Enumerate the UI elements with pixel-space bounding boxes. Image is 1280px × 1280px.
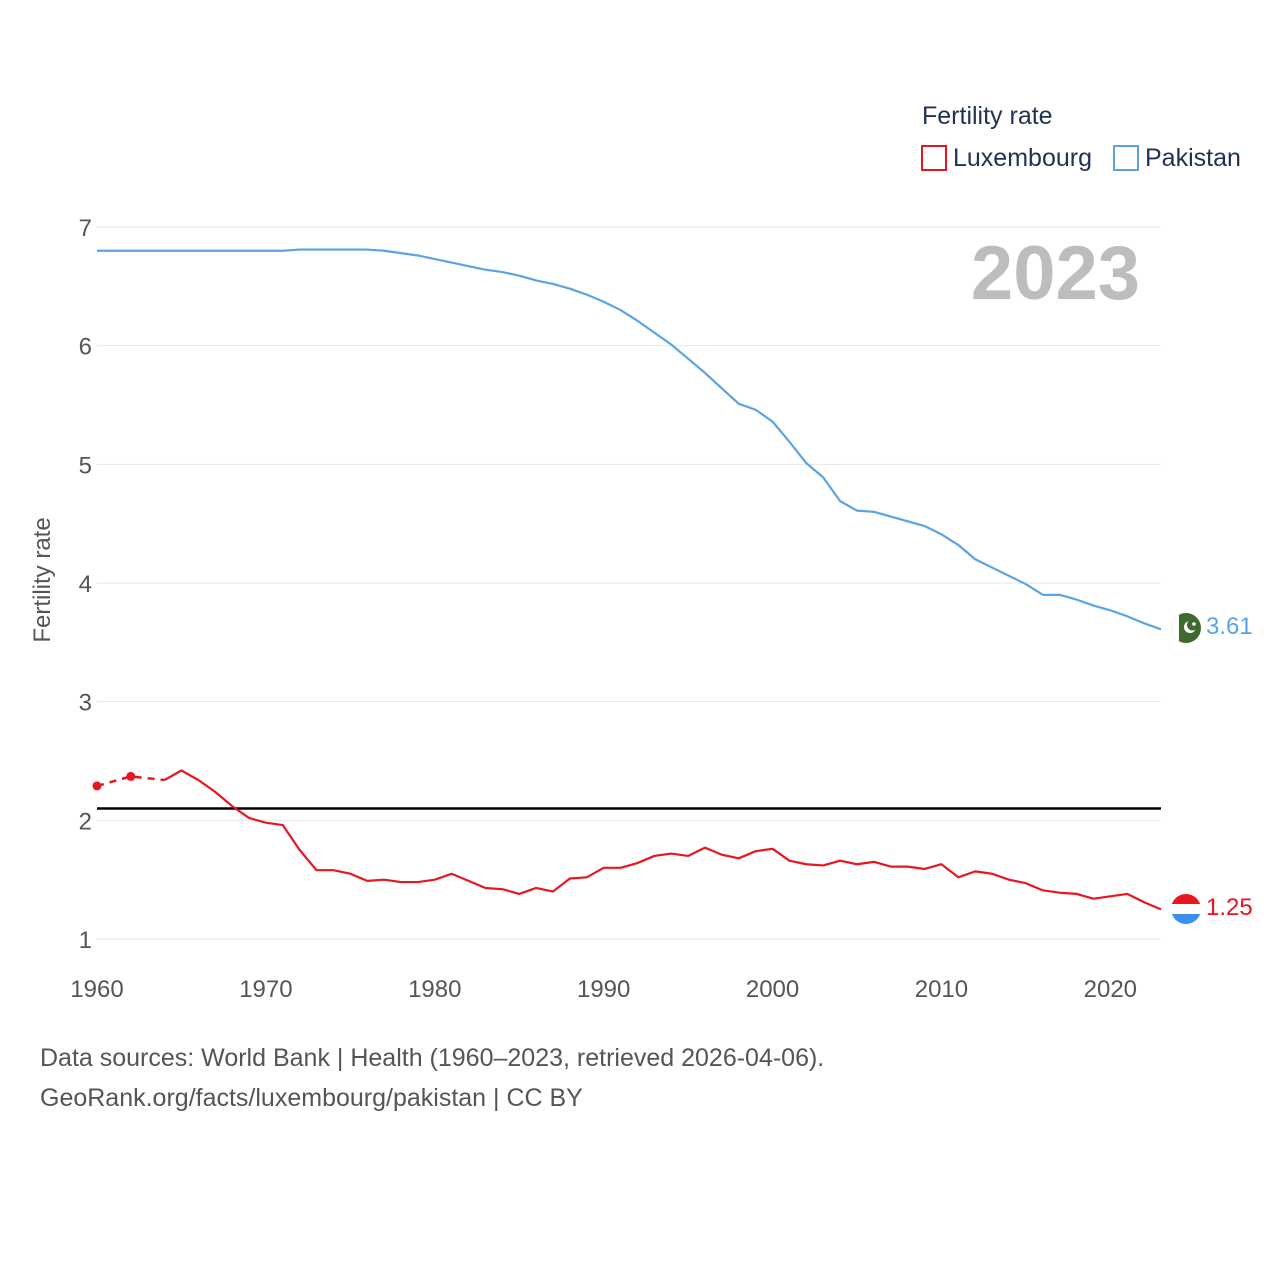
x-axis-ticks: 1960 1970 1980 1990 2000 2010 2020 [70, 976, 1137, 1003]
gridlines [97, 226, 1161, 940]
x-tick-label: 1970 [239, 976, 292, 1003]
series-luxembourg-line [164, 769, 1162, 911]
y-tick-label: 1 [79, 927, 92, 954]
x-tick-label: 2000 [746, 976, 799, 1003]
pakistan-flag-icon [1171, 613, 1201, 643]
x-tick-label: 2020 [1084, 976, 1137, 1003]
legend-label-luxembourg[interactable]: Luxembourg [953, 144, 1092, 172]
y-tick-label: 5 [79, 452, 92, 479]
series-luxembourg-point-1960 [92, 781, 102, 791]
end-label-pakistan: 3.61 [1206, 613, 1253, 640]
y-axis-ticks: 1 2 3 4 5 6 7 [79, 215, 92, 954]
series-luxembourg-point-1962 [126, 771, 136, 781]
y-tick-label: 4 [79, 571, 92, 598]
legend-swatch-pakistan[interactable] [1113, 145, 1139, 171]
series-luxembourg-gap-line [96, 775, 165, 788]
y-tick-label: 3 [79, 690, 92, 717]
legend-title: Fertility rate [922, 102, 1053, 130]
source-line-1: Data sources: World Bank | Health (1960–… [40, 1044, 825, 1072]
legend-swatch-luxembourg[interactable] [921, 145, 947, 171]
x-tick-label: 1960 [70, 976, 123, 1003]
x-tick-label: 2010 [915, 976, 968, 1003]
series-layer [92, 248, 1162, 911]
y-tick-label: 7 [79, 215, 92, 242]
series-pakistan-line [97, 248, 1162, 631]
year-label: 2023 [971, 231, 1140, 316]
luxembourg-flag-icon [1171, 894, 1201, 924]
legend-label-pakistan[interactable]: Pakistan [1145, 144, 1241, 172]
x-tick-label: 1980 [408, 976, 461, 1003]
y-tick-label: 6 [79, 334, 92, 361]
x-tick-label: 1990 [577, 976, 630, 1003]
y-axis-label: Fertility rate [29, 517, 56, 642]
source-line-2: GeoRank.org/facts/luxembourg/pakistan | … [40, 1084, 583, 1112]
end-label-luxembourg: 1.25 [1206, 894, 1253, 921]
y-tick-label: 2 [79, 808, 92, 835]
